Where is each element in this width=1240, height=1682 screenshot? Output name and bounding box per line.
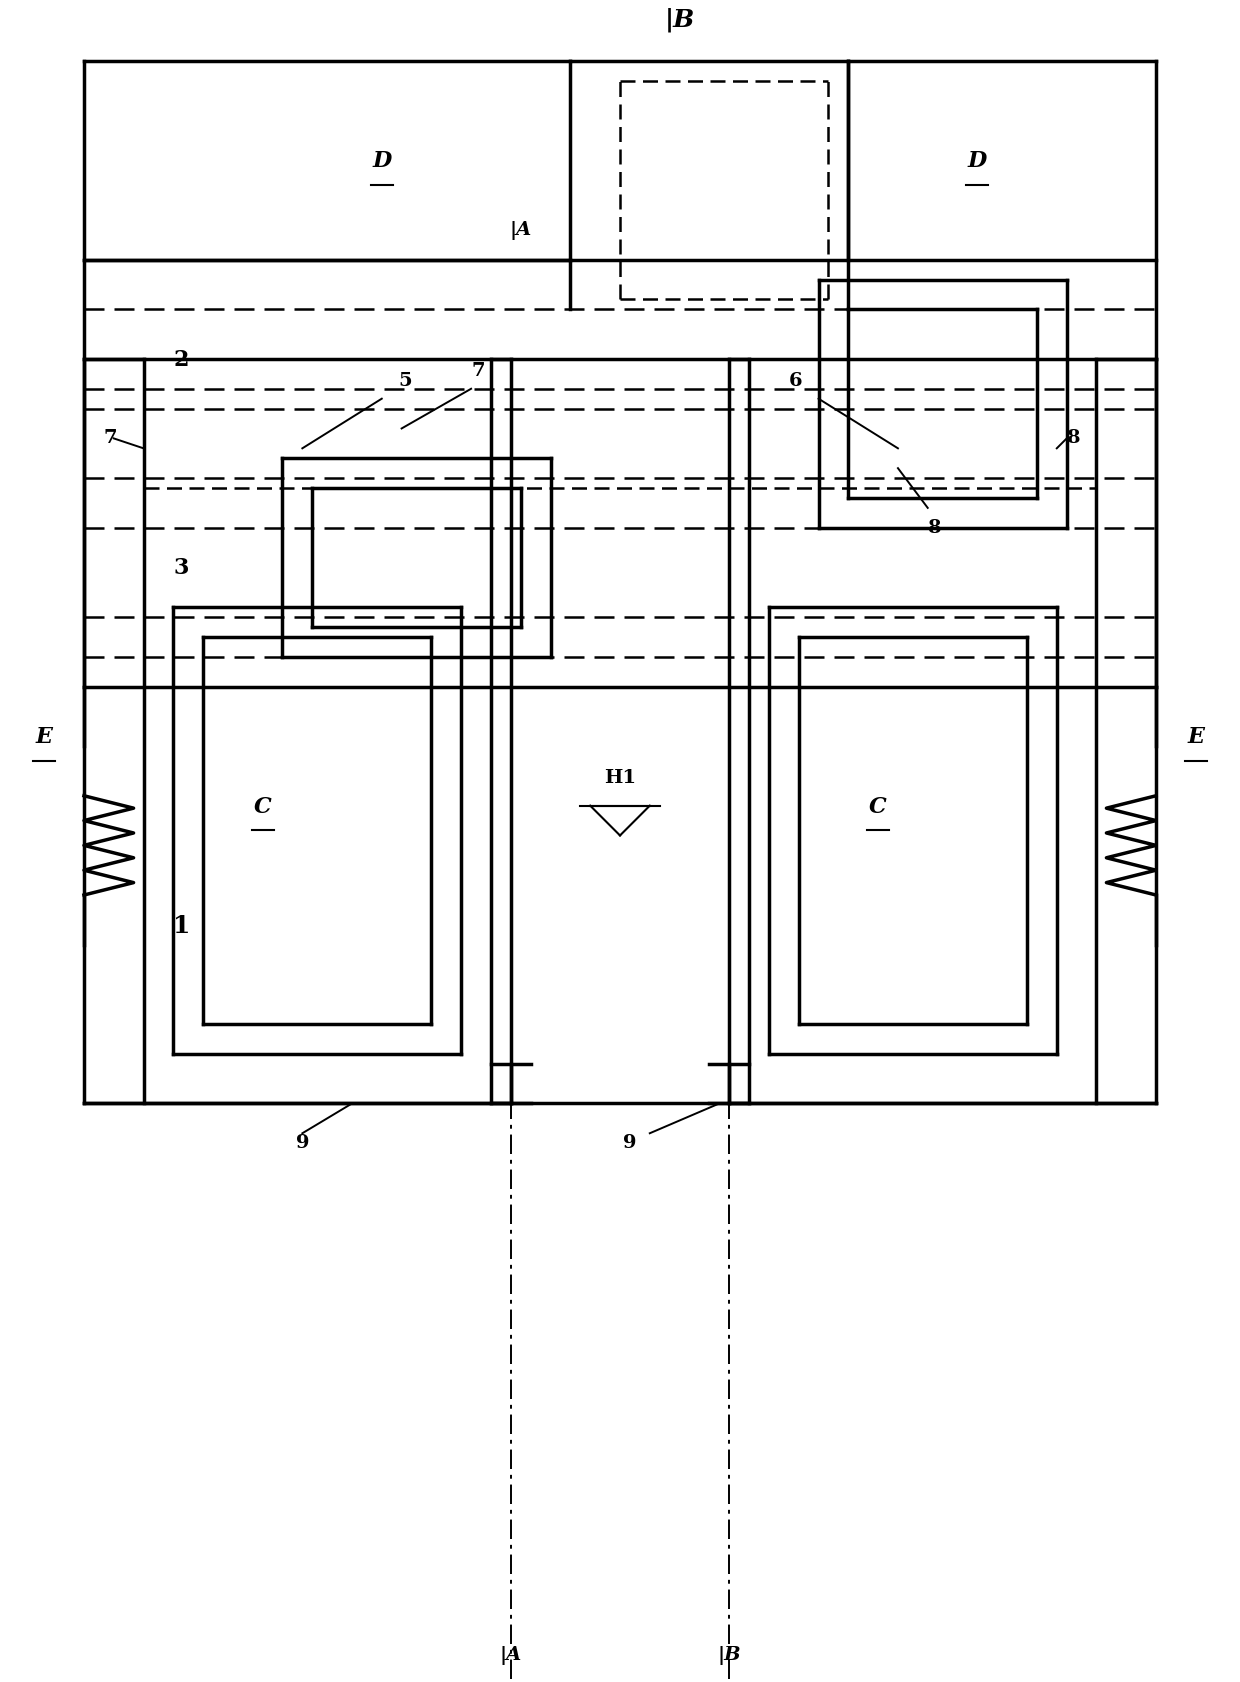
Text: D: D (372, 150, 392, 172)
Text: |A: |A (510, 222, 532, 241)
Text: |B: |B (718, 1645, 742, 1665)
Text: H1: H1 (604, 769, 636, 787)
Text: |A: |A (500, 1645, 522, 1665)
Text: 9: 9 (295, 1134, 309, 1152)
Text: 7: 7 (471, 362, 485, 380)
Text: 8: 8 (928, 518, 941, 537)
Text: C: C (254, 796, 272, 817)
Text: 3: 3 (174, 557, 188, 579)
Text: 1: 1 (174, 913, 191, 937)
Text: 6: 6 (789, 372, 802, 390)
Text: 7: 7 (104, 429, 118, 447)
Text: 2: 2 (174, 348, 188, 370)
Text: 8: 8 (1066, 429, 1080, 447)
Text: C: C (869, 796, 887, 817)
Text: E: E (36, 725, 53, 748)
Text: D: D (967, 150, 987, 172)
Text: 5: 5 (398, 372, 412, 390)
Text: E: E (1187, 725, 1204, 748)
Text: |B: |B (665, 8, 694, 32)
Text: 9: 9 (624, 1134, 636, 1152)
